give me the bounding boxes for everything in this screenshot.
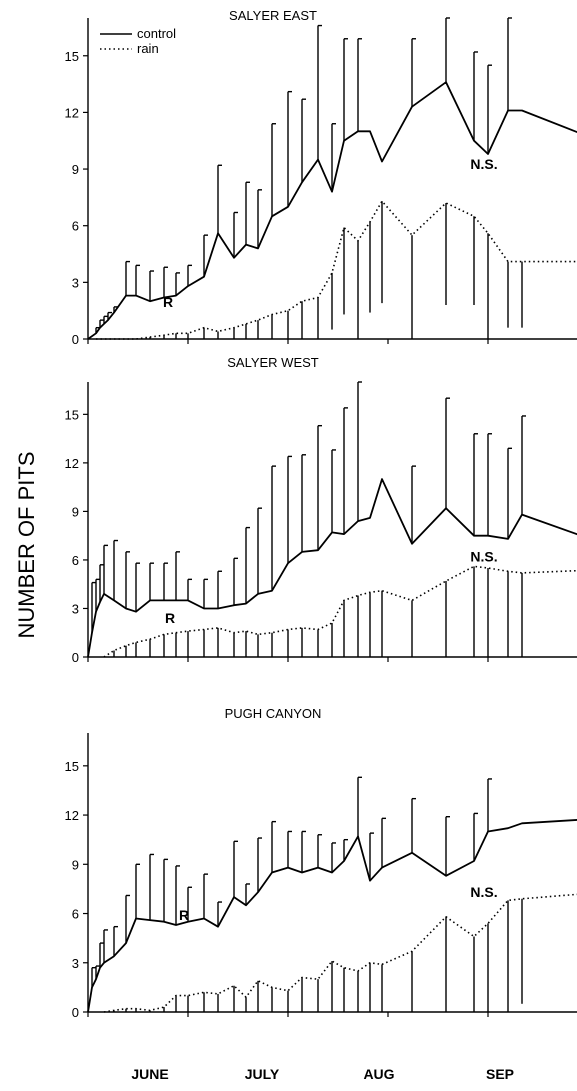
y-tick-label: 3 xyxy=(72,956,79,971)
annotation: N.S. xyxy=(470,156,497,172)
panel-1: SALYER WEST 0 3 6 9 12 15 R N.S. xyxy=(65,355,577,665)
annotation: R xyxy=(179,907,189,923)
annotation: R xyxy=(163,294,173,310)
y-tick-label: 15 xyxy=(65,407,79,422)
y-tick-label: 0 xyxy=(72,650,79,665)
month-label: AUG xyxy=(363,1066,394,1082)
y-tick-label: 3 xyxy=(72,275,79,290)
panel-2: PUGH CANYON 0 3 6 9 12 15 R N.S. xyxy=(65,706,577,1020)
series-control xyxy=(87,819,577,1013)
month-label: JUNE xyxy=(131,1066,168,1082)
series-rain xyxy=(103,893,577,1013)
y-tick-label: 9 xyxy=(72,162,79,177)
y-tick-label: 9 xyxy=(72,504,79,519)
panel-title: PUGH CANYON xyxy=(225,706,322,721)
y-tick-label: 6 xyxy=(72,219,79,234)
annotation: N.S. xyxy=(470,549,497,565)
y-axis-label: NUMBER OF PITS xyxy=(14,451,39,638)
panel-0: SALYER EAST 0 3 6 9 12 15 R N.S. xyxy=(65,8,577,347)
annotation: N.S. xyxy=(470,884,497,900)
y-tick-label: 6 xyxy=(72,553,79,568)
y-tick-label: 3 xyxy=(72,601,79,616)
y-tick-label: 12 xyxy=(65,808,79,823)
panels: SALYER EAST 0 3 6 9 12 15 R N.S. SALYER WEST 0 3 6 9 1… xyxy=(65,8,577,1020)
legend-rain-label: rain xyxy=(137,41,159,56)
month-label: JULY xyxy=(245,1066,280,1082)
panel-title: SALYER EAST xyxy=(229,8,317,23)
y-tick-label: 12 xyxy=(65,105,79,120)
month-label: SEP xyxy=(486,1066,514,1082)
y-tick-label: 12 xyxy=(65,456,79,471)
y-tick-label: 0 xyxy=(72,1005,79,1020)
y-tick-label: 6 xyxy=(72,907,79,922)
legend: control rain xyxy=(100,26,176,56)
legend-control-label: control xyxy=(137,26,176,41)
series-rain xyxy=(103,565,577,658)
y-tick-label: 15 xyxy=(65,759,79,774)
y-tick-label: 15 xyxy=(65,49,79,64)
series-rain xyxy=(96,200,577,340)
month-labels: JUNE JULY AUG SEP xyxy=(131,1066,514,1082)
annotation: R xyxy=(165,610,175,626)
panel-title: SALYER WEST xyxy=(227,355,319,370)
y-tick-label: 0 xyxy=(72,332,79,347)
y-tick-label: 9 xyxy=(72,857,79,872)
